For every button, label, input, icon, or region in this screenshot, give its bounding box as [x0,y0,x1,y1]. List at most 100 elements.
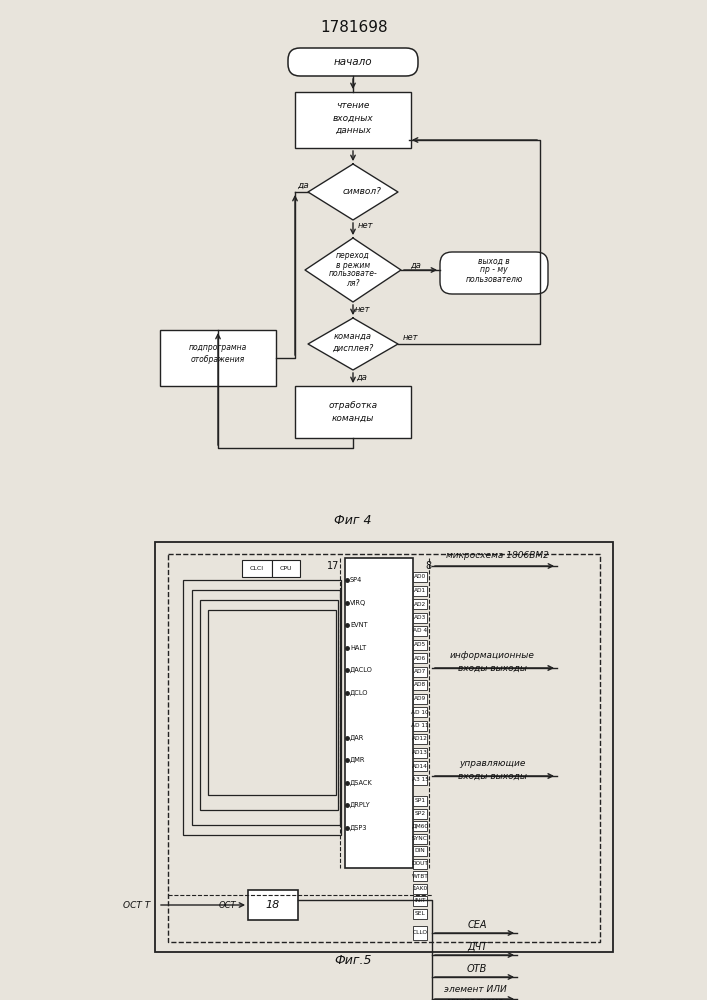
Text: 1781698: 1781698 [320,20,388,35]
Polygon shape [305,238,401,302]
Text: нет: нет [354,304,370,314]
Text: AD5: AD5 [414,642,426,647]
Text: AD7: AD7 [414,669,426,674]
FancyBboxPatch shape [413,680,427,690]
Text: входы выходы: входы выходы [457,664,527,672]
Text: AD 10: AD 10 [411,710,429,714]
FancyBboxPatch shape [413,871,427,881]
FancyBboxPatch shape [155,542,613,952]
FancyBboxPatch shape [413,734,427,744]
Text: пользовате-: пользовате- [329,269,378,278]
FancyBboxPatch shape [242,560,272,577]
Text: да: да [356,372,368,381]
Text: SP4: SP4 [350,577,363,583]
Text: ОСТ Т: ОСТ Т [123,900,150,910]
Text: CLCI: CLCI [250,566,264,571]
FancyBboxPatch shape [440,252,548,294]
Text: информационные: информационные [450,652,534,660]
Text: СЕА: СЕА [467,920,486,930]
Text: ДSACK: ДSACK [350,779,373,786]
Text: Фиг.5: Фиг.5 [334,954,372,966]
FancyBboxPatch shape [413,884,427,894]
Text: микросхема 1806ВМ2: микросхема 1806ВМ2 [445,552,549,560]
Polygon shape [308,164,398,220]
Text: CLLO: CLLO [412,930,428,936]
FancyBboxPatch shape [413,599,427,609]
Text: AD0: AD0 [414,574,426,580]
Text: 8: 8 [425,561,431,571]
Text: команды: команды [332,414,374,422]
Text: SP2: SP2 [414,811,426,816]
Text: ДSP3: ДSP3 [350,824,368,831]
Text: AD9: AD9 [414,696,426,701]
Text: чтение: чтение [337,102,370,110]
FancyBboxPatch shape [413,612,427,622]
Text: микросхема: микросхема [446,996,503,1000]
Text: в режим: в режим [336,260,370,269]
Text: ДM60: ДM60 [411,824,428,828]
FancyBboxPatch shape [413,846,427,856]
Text: элемент ИЛИ: элемент ИЛИ [443,984,506,994]
Text: AD8: AD8 [414,682,426,688]
Text: входы выходы: входы выходы [457,772,527,780]
Text: отработка: отработка [329,401,378,410]
Text: SEL: SEL [414,911,426,916]
Polygon shape [308,318,398,370]
FancyBboxPatch shape [295,386,411,438]
Text: данных: данных [335,125,371,134]
Text: управляющие: управляющие [459,760,525,768]
FancyBboxPatch shape [413,908,427,918]
Text: Фиг 4: Фиг 4 [334,514,372,526]
Text: WTBT: WTBT [411,874,428,879]
Text: AD3: AD3 [414,615,426,620]
FancyBboxPatch shape [288,48,418,76]
Text: AD 4: AD 4 [413,629,427,634]
Text: HALT: HALT [350,645,366,650]
Text: команда: команда [334,332,372,340]
Text: AD13: AD13 [412,750,428,755]
FancyBboxPatch shape [413,640,427,650]
Text: AD6: AD6 [414,656,426,660]
FancyBboxPatch shape [413,585,427,595]
FancyBboxPatch shape [413,761,427,771]
FancyBboxPatch shape [413,926,427,940]
Text: пр - му: пр - му [480,265,508,274]
Text: ля?: ля? [346,278,360,288]
FancyBboxPatch shape [413,694,427,704]
Text: A3 15: A3 15 [411,777,428,782]
FancyBboxPatch shape [413,748,427,758]
Text: AD14: AD14 [412,764,428,768]
Text: ОСТ: ОСТ [218,900,236,910]
Text: DOUT: DOUT [411,861,428,866]
Text: входных: входных [332,113,373,122]
FancyBboxPatch shape [413,666,427,676]
Text: EVNT: EVNT [350,622,368,628]
Text: нет: нет [357,222,373,231]
Text: AD 11: AD 11 [411,723,429,728]
Text: 18: 18 [266,900,280,910]
Text: ДCLO: ДCLO [350,689,368,696]
FancyBboxPatch shape [413,796,427,806]
Text: ДAR: ДAR [350,734,364,741]
Text: CPU: CPU [280,566,292,571]
Text: отображения: отображения [191,356,245,364]
Text: ДRPLY: ДRPLY [350,802,370,808]
Text: символ?: символ? [343,188,382,196]
Text: VIRQ: VIRQ [350,599,366,605]
FancyBboxPatch shape [413,572,427,582]
Text: начало: начало [334,57,373,67]
FancyBboxPatch shape [413,896,427,906]
Text: ДЧТ: ДЧТ [467,942,487,952]
FancyBboxPatch shape [413,808,427,818]
Text: переход: переход [336,251,370,260]
FancyBboxPatch shape [413,720,427,730]
Text: DIN: DIN [414,848,426,854]
Text: ОТВ: ОТВ [467,964,487,974]
Text: дисплея?: дисплея? [332,344,374,353]
Text: ДMR: ДMR [350,757,366,763]
Text: пользователю: пользователю [465,275,522,284]
FancyBboxPatch shape [413,626,427,636]
Text: SP1: SP1 [414,798,426,804]
FancyBboxPatch shape [272,560,300,577]
Text: AD1: AD1 [414,588,426,593]
